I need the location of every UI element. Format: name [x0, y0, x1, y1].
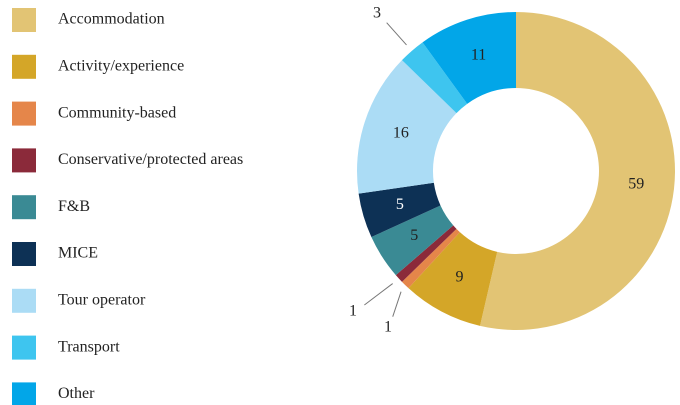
leader-line: [386, 22, 407, 46]
data-label: 5: [396, 196, 404, 213]
legend-swatch: [12, 8, 36, 32]
legend-label: F&B: [58, 198, 90, 215]
donut-slice: [422, 12, 516, 104]
data-label: 9: [456, 269, 464, 286]
legend-swatch: [12, 195, 36, 220]
legend-label: Other: [58, 385, 95, 402]
data-label: 5: [410, 227, 418, 244]
legend-swatch: [12, 242, 36, 266]
donut-slice: [479, 12, 675, 330]
donut-slice: [408, 232, 498, 326]
data-label: 16: [393, 124, 409, 141]
legend-swatch: [12, 148, 36, 173]
legend-label: Tour operator: [58, 291, 146, 308]
data-label: 3: [373, 5, 381, 22]
donut-slice: [358, 182, 441, 238]
legend-swatch: [12, 382, 36, 405]
donut-slice: [401, 228, 460, 289]
data-label: 11: [471, 47, 486, 64]
legend-label: MICE: [58, 245, 98, 262]
legend-swatch: [12, 54, 36, 79]
donut-slice: [357, 60, 457, 194]
legend-swatch: [12, 335, 36, 360]
leader-line: [392, 291, 402, 317]
donut-slice: [371, 205, 454, 276]
leader-line: [364, 283, 393, 306]
legend-swatch: [12, 288, 36, 313]
legend-label: Accommodation: [58, 11, 165, 28]
legend-label: Community-based: [58, 104, 176, 121]
legend-swatch: [12, 101, 36, 126]
donut-slice: [401, 42, 468, 114]
data-label: 1: [349, 303, 357, 320]
data-label: 1: [384, 319, 392, 336]
data-label: 59: [628, 175, 644, 192]
donut-slice: [395, 225, 457, 282]
legend-label: Transport: [58, 338, 120, 355]
legend-label: Conservative/protected areas: [58, 151, 243, 168]
legend-label: Activity/experience: [58, 57, 184, 74]
